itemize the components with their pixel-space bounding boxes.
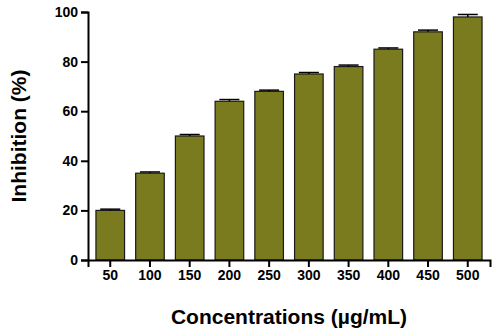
error-cap	[219, 99, 239, 101]
x-tick-label: 500	[456, 267, 480, 283]
x-tick-mark	[268, 260, 270, 267]
y-tick: 20	[62, 202, 88, 218]
error-bar	[458, 14, 478, 16]
bar	[215, 101, 244, 260]
bar	[175, 136, 204, 260]
x-tick: 350	[337, 260, 361, 283]
error-cap	[418, 29, 438, 31]
x-tick: 200	[218, 260, 242, 283]
x-tick-mark	[308, 260, 310, 267]
y-tick-label: 60	[62, 103, 78, 119]
error-bar	[339, 65, 359, 66]
x-tick: 450	[416, 260, 440, 283]
x-tick-label: 250	[257, 267, 281, 283]
bar	[374, 49, 403, 260]
x-tick-mark	[348, 260, 350, 267]
y-tick-mark	[81, 111, 88, 113]
x-axis: 50 100 150 200 250 300 350 400 450 500	[89, 260, 491, 283]
y-tick: 80	[62, 54, 88, 70]
error-bar	[180, 135, 200, 136]
marks	[96, 14, 482, 260]
y-tick-label: 0	[70, 252, 78, 268]
y-tick-mark	[81, 160, 88, 162]
plot: 0204060801005010015020025030035040045050…	[55, 4, 491, 283]
x-tick-mark	[467, 260, 469, 267]
y-axis-title: Inhibition (%)	[7, 70, 30, 203]
bar	[334, 67, 363, 260]
error-bar	[100, 209, 120, 210]
error-bar	[140, 172, 160, 173]
y-tick: 0	[70, 252, 88, 268]
y-tick-label: 80	[62, 54, 78, 70]
y-tick-label: 100	[55, 4, 79, 20]
error-bar	[259, 90, 279, 91]
x-tick-mark	[149, 260, 151, 267]
error-bar	[299, 73, 319, 74]
error-bar	[378, 48, 398, 49]
x-tick: 100	[138, 260, 162, 283]
x-tick-label: 100	[138, 267, 162, 283]
x-axis-title: Concentrations (µg/mL)	[171, 305, 407, 328]
x-tick: 50	[102, 260, 118, 283]
error-cap	[299, 72, 319, 74]
x-tick-mark	[109, 260, 111, 267]
y-tick: 40	[62, 153, 88, 169]
x-tick: 500	[456, 260, 480, 283]
y-tick-mark	[81, 61, 88, 63]
bar	[453, 17, 482, 260]
x-tick-mark	[427, 260, 429, 267]
x-tick-label: 50	[102, 267, 118, 283]
x-tick-label: 200	[218, 267, 242, 283]
error-cap	[339, 64, 359, 66]
x-tick-mark	[189, 260, 191, 267]
y-tick-label: 20	[62, 202, 78, 218]
y-axis: 0 20 40 60 80 100	[55, 4, 89, 268]
bar	[295, 74, 324, 260]
y-tick: 100	[55, 4, 88, 20]
bar	[96, 210, 125, 260]
x-tick: 250	[257, 260, 281, 283]
y-tick-mark	[81, 210, 88, 212]
x-tick-mark	[387, 260, 389, 267]
x-tick: 300	[297, 260, 321, 283]
chart: 0204060801005010015020025030035040045050…	[0, 0, 502, 336]
x-tick: 400	[377, 260, 401, 283]
x-tick: 150	[178, 260, 202, 283]
error-cap	[180, 134, 200, 136]
error-cap	[140, 171, 160, 173]
bar	[414, 32, 443, 260]
x-tick-label: 350	[337, 267, 361, 283]
x-tick-label: 450	[416, 267, 440, 283]
x-tick-label: 150	[178, 267, 202, 283]
x-tick-mark	[228, 260, 230, 267]
bar	[255, 91, 284, 260]
error-bar	[418, 30, 438, 32]
y-tick-mark	[81, 260, 88, 262]
y-tick-label: 40	[62, 153, 78, 169]
x-tick-label: 400	[377, 267, 401, 283]
error-bar	[219, 100, 239, 102]
bar	[136, 173, 165, 260]
y-tick-mark	[81, 12, 88, 14]
error-cap	[458, 14, 478, 16]
y-tick: 60	[62, 103, 88, 119]
x-tick-label: 300	[297, 267, 321, 283]
error-cap	[100, 208, 120, 210]
error-cap	[259, 89, 279, 91]
error-cap	[378, 47, 398, 49]
y-axis-line	[81, 13, 89, 261]
